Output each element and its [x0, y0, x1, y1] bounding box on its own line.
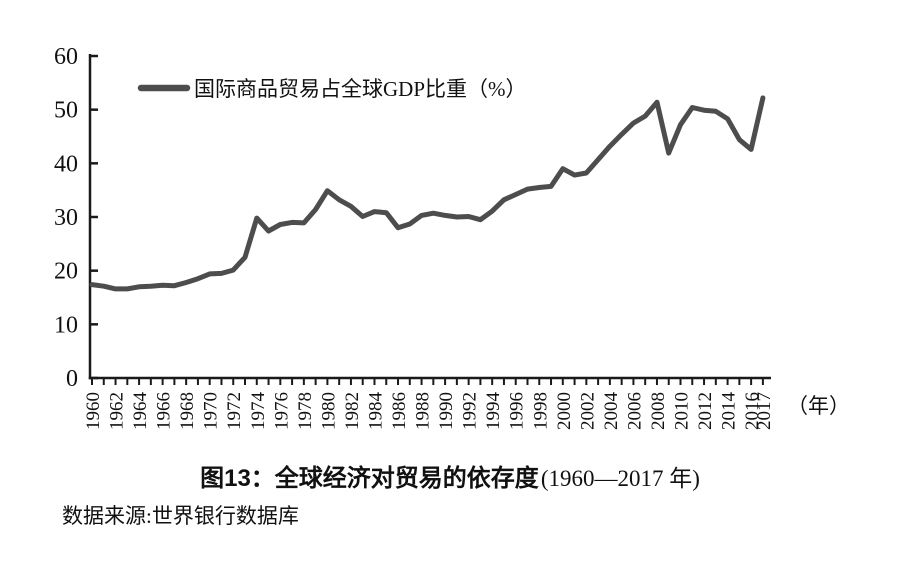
trade-share-line — [89, 95, 766, 292]
x-tick-label: 1972 — [224, 392, 245, 430]
x-tick-label: 2012 — [695, 392, 716, 430]
x-tick-label: 1978 — [295, 392, 316, 430]
x-tick-label: 2000 — [554, 392, 575, 430]
y-tick-label: 10 — [54, 312, 78, 338]
x-tick-label: 2008 — [648, 392, 669, 430]
y-tick-label: 30 — [54, 205, 78, 231]
y-tick-label: 50 — [54, 98, 78, 124]
x-tick-label: 1976 — [271, 392, 292, 430]
x-tick-label: 2002 — [577, 392, 598, 430]
x-tick-label: 2014 — [719, 392, 740, 431]
figure-caption-range: (1960—2017 年) — [540, 466, 700, 491]
x-tick-label: 2016 — [742, 392, 763, 430]
x-tick-label: 1990 — [436, 392, 457, 430]
figure-caption-title: 图13：全球经济对贸易的依存度 — [200, 465, 539, 492]
figure-caption: 图13：全球经济对贸易的依存度(1960—2017 年) — [0, 458, 900, 493]
x-tick-label: 1962 — [107, 392, 128, 430]
x-tick-label: 1968 — [177, 392, 198, 430]
x-tick-label: 1986 — [389, 392, 410, 430]
x-tick-label: 1998 — [530, 392, 551, 430]
x-tick-label: 1980 — [318, 392, 339, 430]
x-tick-label: 1992 — [460, 392, 481, 430]
x-tick-label: 2017 — [754, 392, 775, 430]
x-tick-label: 1982 — [342, 392, 363, 430]
x-tick-label: 1996 — [507, 392, 528, 430]
x-axis-unit-label: （年） — [787, 394, 850, 418]
x-tick-label: 2004 — [601, 392, 622, 431]
y-tick-label: 0 — [66, 366, 78, 392]
legend-label: 国际商品贸易占全球GDP比重（%） — [194, 77, 527, 101]
y-tick-label: 20 — [54, 259, 78, 285]
y-tick-label: 40 — [54, 151, 78, 177]
x-tick-label: 1974 — [248, 392, 269, 431]
data-source-note: 数据来源:世界银行数据库 — [62, 504, 299, 528]
x-tick-label: 1984 — [365, 392, 386, 431]
x-tick-label: 2010 — [672, 392, 693, 430]
x-tick-label: 1960 — [83, 392, 104, 430]
x-tick-label: 1966 — [154, 392, 175, 430]
x-tick-label: 2006 — [624, 392, 645, 430]
x-tick-label: 1964 — [130, 392, 151, 431]
y-tick-label: 60 — [54, 44, 78, 70]
x-tick-label: 1994 — [483, 392, 504, 431]
x-tick-label: 1970 — [201, 392, 222, 430]
x-tick-label: 1988 — [413, 392, 434, 430]
